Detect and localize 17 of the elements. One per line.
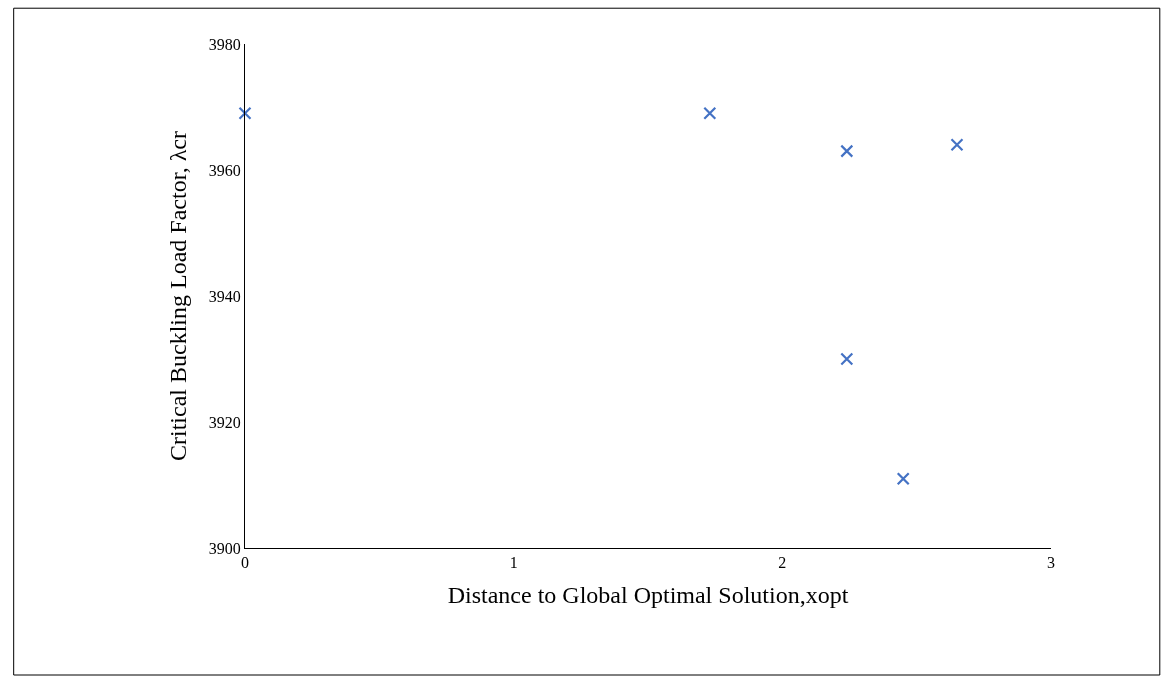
y-tick-label: 3960 <box>208 161 241 179</box>
x-tick-label: 3 <box>1047 554 1055 572</box>
point <box>896 472 910 486</box>
point <box>703 106 717 120</box>
x-tick-label: 0 <box>241 554 249 572</box>
y-tick-label: 3980 <box>208 35 241 53</box>
x-tick-label: 1 <box>509 554 518 572</box>
y-tick-label: 3900 <box>208 539 241 557</box>
point <box>950 138 964 152</box>
point <box>840 352 854 366</box>
point <box>238 106 252 120</box>
y-axis-title: Critical Buckling Load Factor, λcr <box>164 131 191 461</box>
point <box>840 144 854 158</box>
y-tick-label: 3920 <box>208 413 241 431</box>
y-tick-label: 3940 <box>208 287 241 305</box>
x-tick-label: 2 <box>778 554 787 572</box>
x-axis-title: Distance to Global Optimal Solution,xopt <box>447 581 849 608</box>
